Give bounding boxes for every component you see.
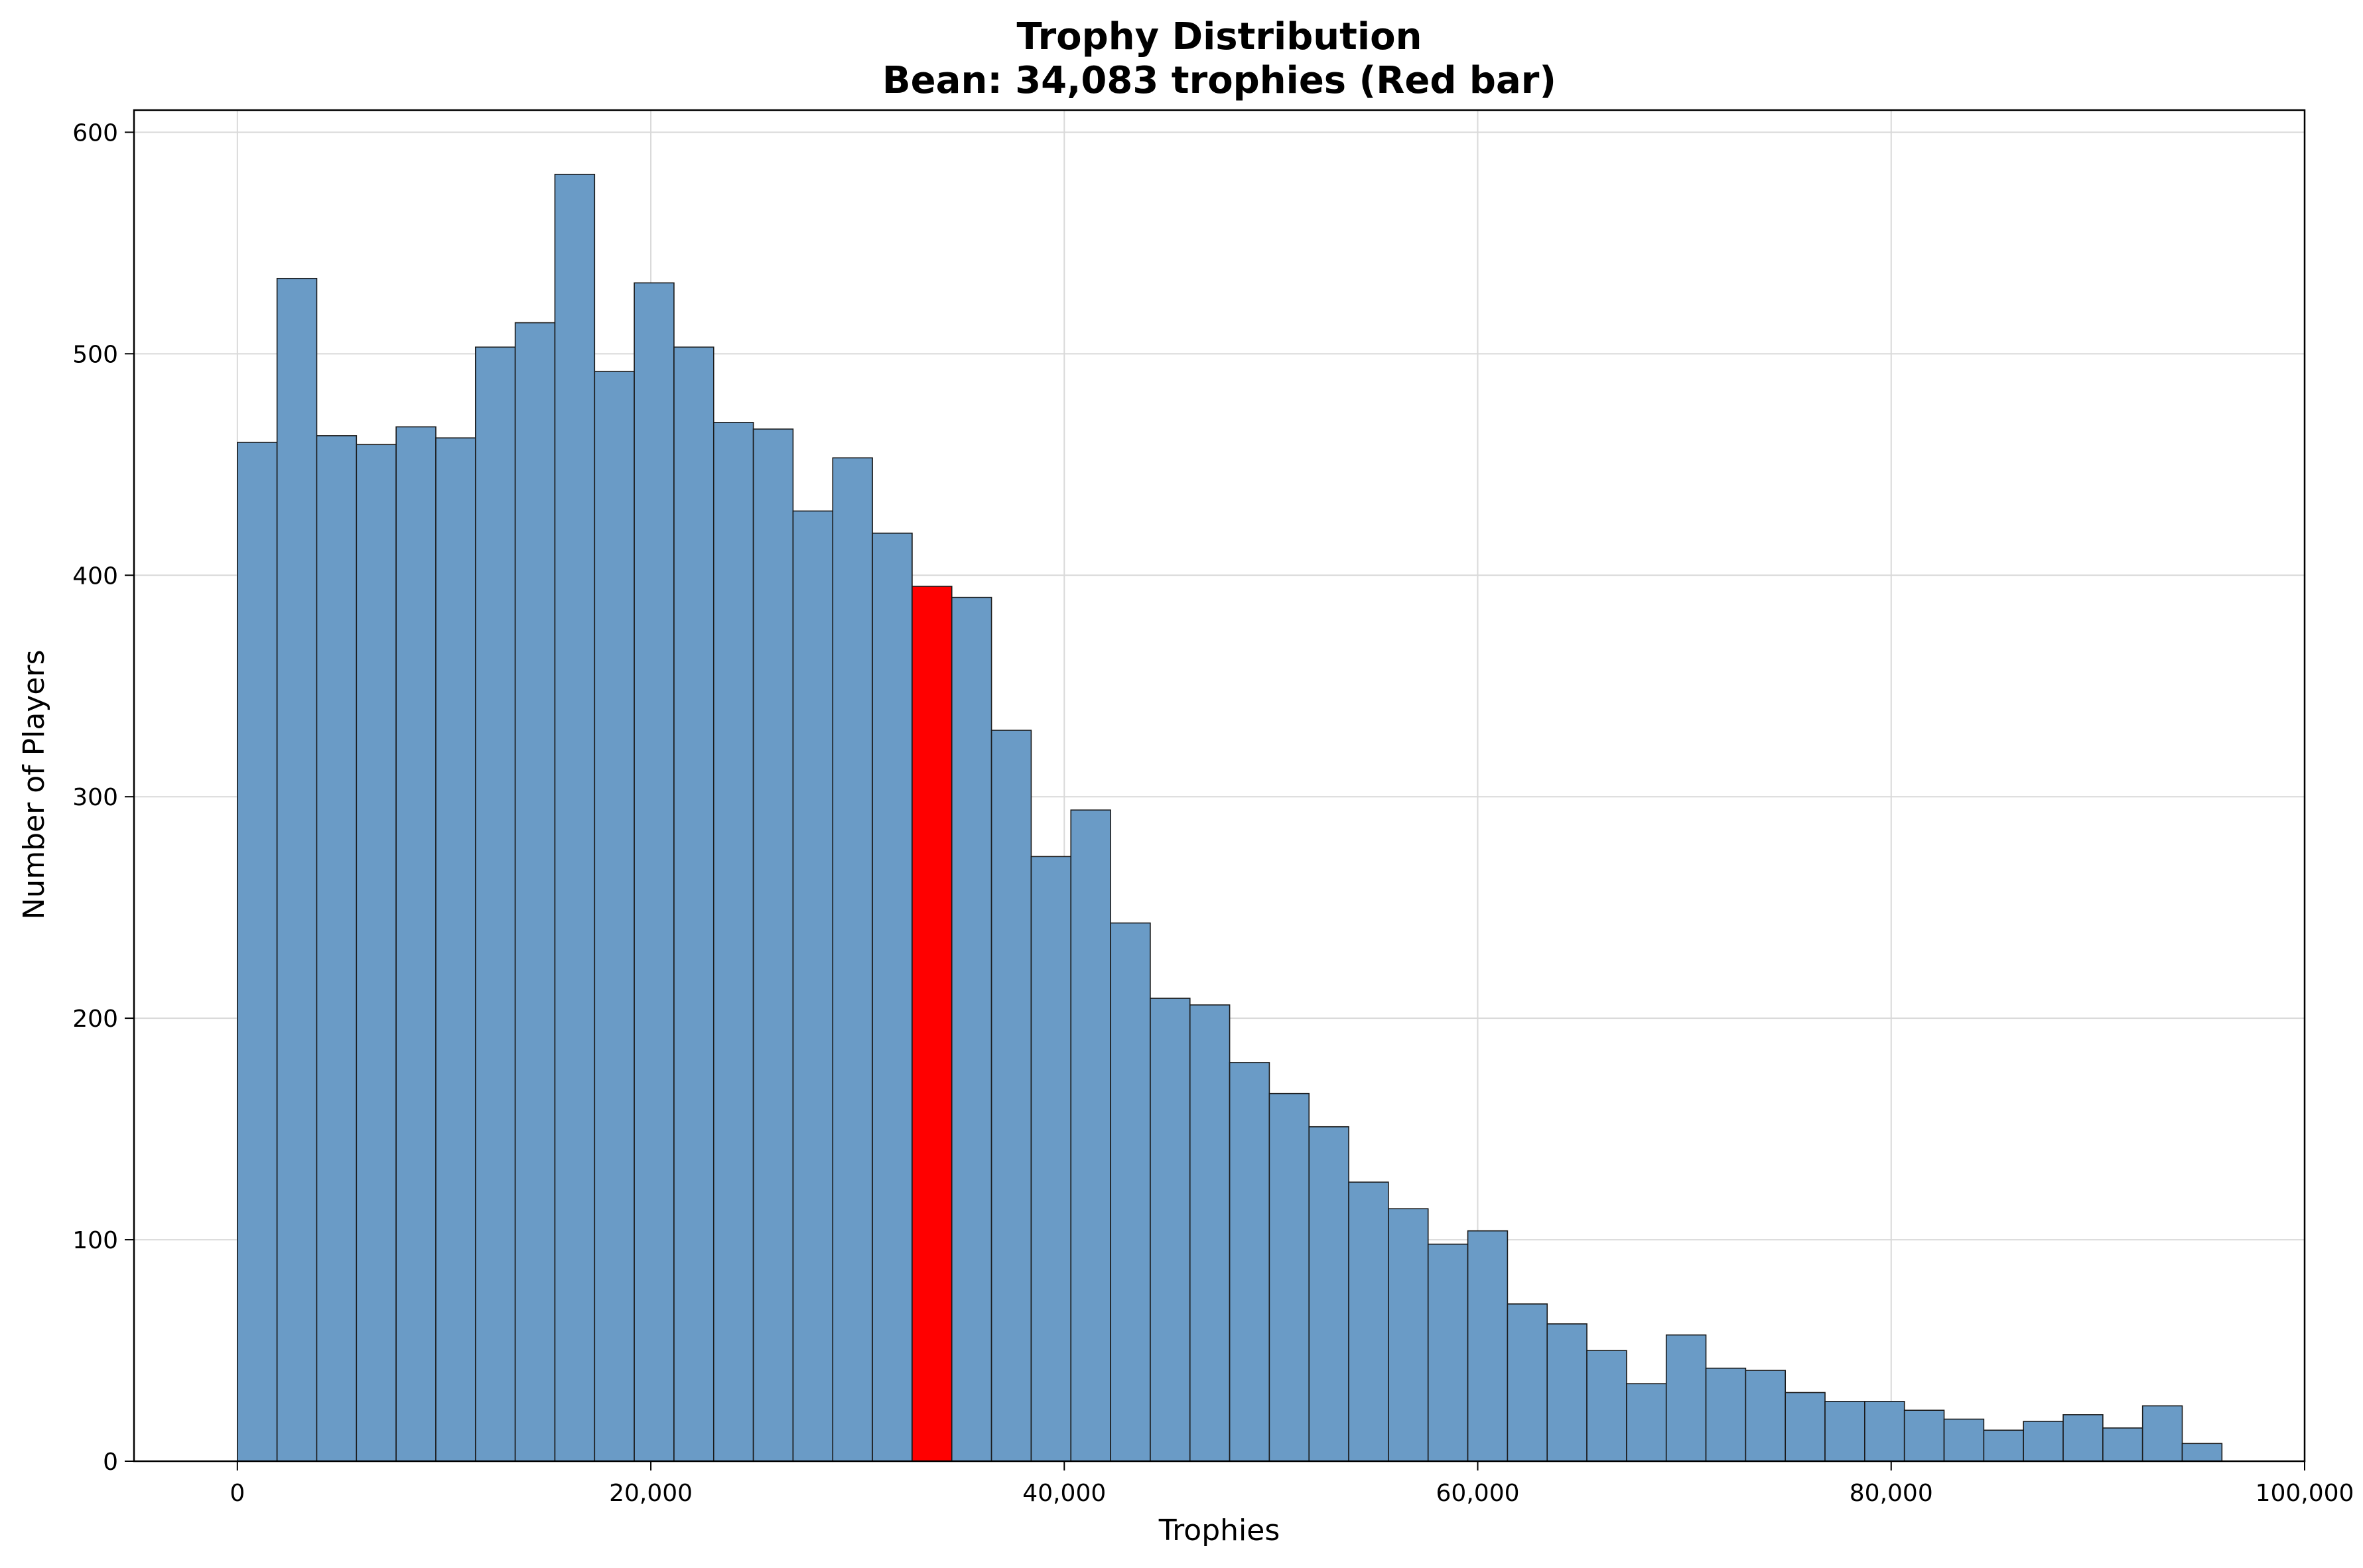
histogram-bar <box>1467 1230 1509 1462</box>
y-tick-label: 300 <box>72 784 118 811</box>
histogram-bar <box>634 282 675 1462</box>
histogram-bar <box>276 277 318 1462</box>
y-tick-label: 500 <box>72 341 118 368</box>
histogram-bar <box>1983 1429 2024 1462</box>
highlight-bar <box>911 586 953 1462</box>
histogram-bar <box>1705 1367 1747 1462</box>
histogram-bar <box>1864 1401 1905 1462</box>
histogram-bar <box>1785 1392 1826 1462</box>
histogram-bar <box>1110 922 1151 1462</box>
histogram-bar <box>2141 1405 2183 1462</box>
histogram-bar <box>1150 998 1191 1462</box>
histogram-bar <box>2062 1414 2104 1462</box>
y-tick-label: 200 <box>72 1006 118 1033</box>
histogram-bar <box>792 510 834 1462</box>
histogram-bar <box>554 174 596 1462</box>
histogram-bar <box>474 346 516 1462</box>
histogram-bar <box>990 730 1032 1462</box>
histogram-bar <box>1348 1181 1389 1462</box>
histogram-bars <box>237 174 2223 1462</box>
histogram-bar <box>1824 1401 1865 1462</box>
y-tick-label: 0 <box>103 1449 118 1476</box>
x-tick-label: 20,000 <box>609 1480 693 1507</box>
x-tick-label: 60,000 <box>1436 1480 1520 1507</box>
histogram-bar <box>1745 1370 1787 1462</box>
histogram-bar <box>395 426 437 1462</box>
histogram-bar <box>951 596 992 1462</box>
histogram-bar <box>673 346 714 1462</box>
chart-subtitle: Bean: 34,083 trophies (Red bar) <box>882 59 1556 102</box>
x-tick-label: 100,000 <box>2256 1480 2354 1507</box>
histogram-bar <box>514 322 556 1462</box>
histogram-bar <box>1189 1004 1231 1462</box>
histogram-bar <box>2023 1421 2064 1462</box>
histogram-bar <box>1626 1383 1667 1462</box>
x-tick-label: 0 <box>230 1480 245 1507</box>
histogram-bar <box>832 457 873 1462</box>
y-tick-label: 600 <box>72 119 118 147</box>
axes-frame <box>133 109 2306 1463</box>
y-axis-label: Number of Players <box>17 650 51 920</box>
x-axis-label: Trophies <box>1158 1514 1280 1547</box>
histogram-bar <box>1586 1350 1627 1462</box>
x-tick-label: 40,000 <box>1022 1480 1106 1507</box>
histogram-bar <box>872 533 913 1462</box>
histogram-bar <box>752 428 794 1462</box>
y-tick-label: 100 <box>72 1227 118 1254</box>
histogram-bar <box>712 422 754 1462</box>
histogram-bar <box>435 437 476 1462</box>
chart-title: Trophy Distribution <box>1017 15 1422 58</box>
histogram-bar <box>594 371 635 1462</box>
histogram-bar <box>237 442 278 1462</box>
histogram-bar <box>1665 1334 1707 1462</box>
histogram-bar <box>2102 1427 2143 1462</box>
histogram-bar <box>1229 1062 1270 1462</box>
histogram-bar <box>1507 1303 1548 1462</box>
histogram-bar <box>316 435 358 1462</box>
histogram-bar <box>356 444 397 1462</box>
histogram-bar <box>1546 1323 1587 1462</box>
histogram-bar <box>1943 1418 1985 1462</box>
histogram-bar <box>1388 1208 1429 1462</box>
histogram-bar <box>1308 1126 1349 1462</box>
x-axis-ticks: 0 20,000 40,000 60,000 80,000 100,000 <box>230 1461 2354 1507</box>
x-tick-label: 80,000 <box>1850 1480 1933 1507</box>
histogram-bar <box>2181 1443 2223 1462</box>
histogram-bar <box>1427 1243 1469 1462</box>
y-axis-ticks: 0 100 200 300 400 500 600 <box>72 119 134 1476</box>
histogram-bar <box>1030 856 1072 1462</box>
histogram-bar <box>1070 809 1111 1462</box>
y-tick-label: 400 <box>72 562 118 590</box>
histogram-bar <box>1268 1092 1310 1462</box>
histogram-bar <box>1903 1409 1945 1462</box>
